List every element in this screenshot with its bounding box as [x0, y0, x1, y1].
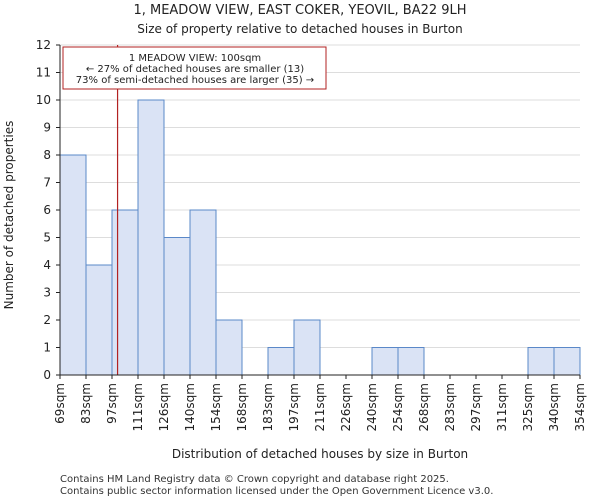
y-tick-label: 6	[43, 203, 51, 217]
x-tick-labels: 69sqm 83sqm 97sqm 111sqm 126sqm 140sqm 154sqm 1…	[53, 375, 587, 431]
histogram-bar	[137, 99, 165, 376]
histogram-bar	[85, 264, 113, 376]
y-tick-label: 3	[43, 286, 51, 300]
x-tick-label: 340sqm	[547, 383, 561, 431]
y-tick-label: 2	[43, 313, 51, 327]
x-axis-label: Distribution of detached houses by size …	[172, 447, 468, 461]
x-tick-label: 140sqm	[183, 383, 197, 431]
x-tick-label: 83sqm	[79, 383, 93, 424]
y-axis-label: Number of detached properties	[2, 121, 16, 310]
histogram-bar	[371, 347, 399, 376]
y-tick-label: 0	[43, 368, 51, 382]
annotation-line-1: 1 MEADOW VIEW: 100sqm	[129, 53, 261, 64]
histogram-bar	[553, 347, 581, 376]
x-tick-label: 183sqm	[261, 383, 275, 431]
footer-licence: Contains public sector information licen…	[60, 486, 493, 497]
chart-subtitle: Size of property relative to detached ho…	[137, 22, 462, 36]
x-tick-label: 240sqm	[365, 383, 379, 431]
annotation-border	[62, 46, 327, 90]
histogram-bar	[215, 319, 243, 376]
x-tick-label: 211sqm	[313, 383, 327, 431]
x-tick-label: 254sqm	[391, 383, 405, 431]
x-tick-label: 126sqm	[157, 383, 171, 431]
footer-copyright: Contains HM Land Registry data © Crown c…	[60, 474, 449, 485]
y-tick-label: 10	[36, 93, 51, 107]
x-tick-label: 111sqm	[131, 383, 145, 431]
y-tick-label: 5	[43, 231, 51, 245]
annotation-line-3: 73% of semi-detached houses are larger (…	[76, 75, 314, 86]
histogram-bar	[267, 347, 295, 376]
x-tick-label: 69sqm	[53, 383, 67, 424]
y-tick-label: 9	[43, 121, 51, 135]
x-tick-label: 97sqm	[105, 383, 119, 424]
histogram-bar	[189, 209, 217, 376]
x-tick-label: 168sqm	[235, 383, 249, 431]
histogram-bar	[111, 209, 139, 376]
histogram-bar	[163, 237, 191, 376]
x-tick-label: 197sqm	[287, 383, 301, 431]
y-tick-label: 11	[36, 66, 51, 80]
histogram-bar	[527, 347, 555, 376]
histogram-bar	[293, 319, 321, 376]
x-tick-label: 325sqm	[521, 383, 535, 431]
x-tick-label: 297sqm	[469, 383, 483, 431]
y-tick-label: 7	[43, 176, 51, 190]
x-tick-label: 283sqm	[443, 383, 457, 431]
x-tick-label: 268sqm	[417, 383, 431, 431]
y-tick-label: 1	[43, 341, 51, 355]
x-tick-label: 154sqm	[209, 383, 223, 431]
chart-title: 1, MEADOW VIEW, EAST COKER, YEOVIL, BA22…	[133, 3, 466, 18]
histogram-bar	[397, 347, 425, 376]
y-tick-label: 4	[43, 258, 51, 272]
x-tick-label: 311sqm	[495, 383, 509, 431]
y-tick-label: 8	[43, 148, 51, 162]
annotation-line-2: ← 27% of detached houses are smaller (13…	[86, 64, 304, 75]
x-tick-label: 354sqm	[573, 383, 587, 431]
histogram-bar	[59, 154, 87, 376]
bars-group	[59, 99, 581, 376]
x-tick-label: 226sqm	[339, 383, 353, 431]
y-tick-label: 12	[36, 38, 51, 52]
annotation-box: 1 MEADOW VIEW: 100sqm ← 27% of detached …	[62, 46, 327, 90]
